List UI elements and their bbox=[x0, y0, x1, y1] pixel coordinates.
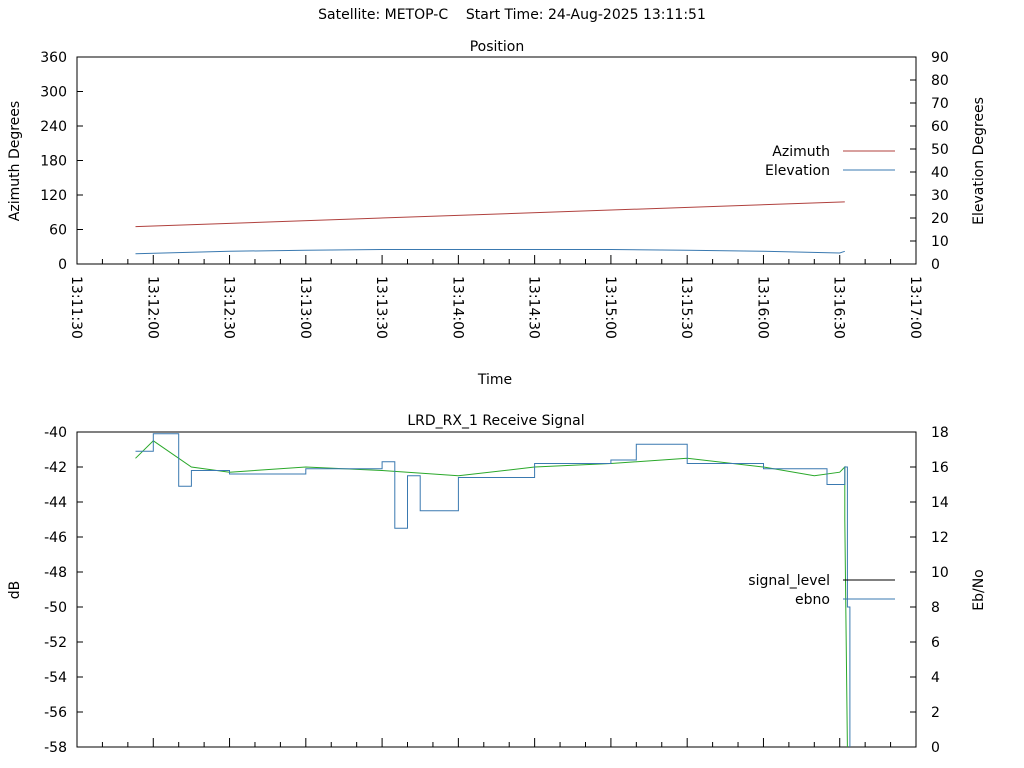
y2-tick-label: 60 bbox=[931, 119, 949, 135]
signal-time-axis bbox=[76, 738, 917, 747]
y-tick-label: -48 bbox=[44, 565, 67, 581]
y2-tick-label: 0 bbox=[931, 740, 940, 756]
position-x-axis-label: Time bbox=[477, 372, 512, 388]
y2-tick-label: 20 bbox=[931, 211, 949, 227]
y2-tick-label: 90 bbox=[931, 50, 949, 66]
signal-legend: signal_level ebno bbox=[748, 573, 895, 608]
y2-tick-label: 40 bbox=[931, 165, 949, 181]
legend-label-signal-level: signal_level bbox=[748, 573, 830, 589]
x-tick-label: 13:16:00 bbox=[754, 276, 770, 339]
signal-y-axis-label: dB bbox=[7, 581, 23, 600]
y2-tick-label: 2 bbox=[931, 705, 940, 721]
position-chart: Position 0 60 120 180 240 300 360 0 10 20 30 40 50 6… bbox=[7, 39, 987, 388]
y2-tick-label: 10 bbox=[931, 234, 949, 250]
position-y2-axis-label: Elevation Degrees bbox=[971, 97, 987, 225]
signal-chart-title: LRD_RX_1 Receive Signal bbox=[407, 413, 584, 429]
x-tick-label: 13:15:30 bbox=[678, 276, 694, 339]
position-legend: Azimuth Elevation bbox=[765, 144, 895, 179]
series-line-azimuth bbox=[135, 201, 845, 228]
y-tick-label: -52 bbox=[44, 635, 67, 651]
y2-tick-label: 12 bbox=[931, 530, 949, 546]
legend-label-azimuth: Azimuth bbox=[772, 144, 830, 160]
y2-tick-label: 80 bbox=[931, 73, 949, 89]
x-tick-label: 13:13:00 bbox=[297, 276, 313, 339]
position-y-axis-label: Azimuth Degrees bbox=[7, 101, 23, 221]
y-tick-label: 240 bbox=[40, 119, 67, 135]
position-series bbox=[135, 201, 845, 255]
y-tick-label: -42 bbox=[44, 460, 67, 476]
series-line-signal-level bbox=[135, 440, 848, 748]
x-tick-label: 13:16:30 bbox=[831, 276, 847, 339]
page-title: Satellite: METOP-C Start Time: 24-Aug-20… bbox=[318, 7, 706, 23]
signal-chart: LRD_RX_1 Receive Signal -58-56-54-52-50-… bbox=[7, 413, 987, 756]
signal-plot-frame bbox=[76, 431, 917, 748]
x-tick-label: 13:14:00 bbox=[449, 276, 465, 339]
y-tick-label: 120 bbox=[40, 188, 67, 204]
y2-tick-label: 10 bbox=[931, 565, 949, 581]
y2-tick-label: 30 bbox=[931, 188, 949, 204]
y-tick-label: 300 bbox=[40, 85, 67, 101]
legend-label-ebno: ebno bbox=[795, 592, 830, 608]
x-tick-label: 13:12:00 bbox=[144, 276, 160, 339]
y-tick-label: -40 bbox=[44, 425, 67, 441]
x-tick-label: 13:14:30 bbox=[526, 276, 542, 339]
y2-tick-label: 0 bbox=[931, 257, 940, 273]
y2-tick-label: 4 bbox=[931, 670, 940, 686]
y-tick-label: 180 bbox=[40, 154, 67, 170]
signal-y2-axis-label: Eb/No bbox=[971, 569, 987, 611]
y-tick-label: -54 bbox=[44, 670, 67, 686]
y-tick-label: 60 bbox=[49, 223, 67, 239]
y-tick-label: -50 bbox=[44, 600, 67, 616]
signal-left-axis: -58 -56 -54 -52 -50 -48 -46 -44 -42 -40 bbox=[44, 425, 83, 756]
y-tick-label: -56 bbox=[44, 705, 67, 721]
y2-tick-label: 70 bbox=[931, 96, 949, 112]
y-tick-label: 0 bbox=[58, 257, 67, 273]
signal-series bbox=[135, 433, 851, 748]
y-tick-label: -46 bbox=[44, 530, 67, 546]
x-tick-label: 13:11:30 bbox=[68, 276, 84, 339]
position-right-axis: 0 10 20 30 40 50 60 70 80 90 bbox=[910, 50, 949, 273]
position-plot-frame bbox=[76, 56, 917, 265]
series-line-ebno bbox=[135, 433, 851, 747]
y2-tick-label: 14 bbox=[931, 495, 949, 511]
y2-tick-label: 6 bbox=[931, 635, 940, 651]
position-left-axis: 0 60 120 180 240 300 360 bbox=[40, 50, 83, 273]
x-tick-label: 13:13:30 bbox=[373, 276, 389, 339]
y-tick-label: 360 bbox=[40, 50, 67, 66]
y2-tick-label: 18 bbox=[931, 425, 949, 441]
position-time-axis: 13:11:30 13:12:00 13:12:30 13:13:00 13:13:30… bbox=[68, 255, 923, 339]
y2-tick-label: 16 bbox=[931, 460, 949, 476]
y2-tick-label: 8 bbox=[931, 600, 940, 616]
legend-label-elevation: Elevation bbox=[765, 163, 830, 179]
series-line-elevation bbox=[135, 249, 845, 255]
y-tick-label: -44 bbox=[44, 495, 67, 511]
signal-right-axis: 0 2 4 6 8 10 12 14 16 18 bbox=[910, 425, 949, 756]
position-chart-title: Position bbox=[470, 39, 525, 55]
y-tick-label: -58 bbox=[44, 740, 67, 756]
x-tick-label: 13:15:00 bbox=[602, 276, 618, 339]
x-tick-label: 13:12:30 bbox=[221, 276, 237, 339]
y2-tick-label: 50 bbox=[931, 142, 949, 158]
x-tick-label: 13:17:00 bbox=[907, 276, 923, 339]
